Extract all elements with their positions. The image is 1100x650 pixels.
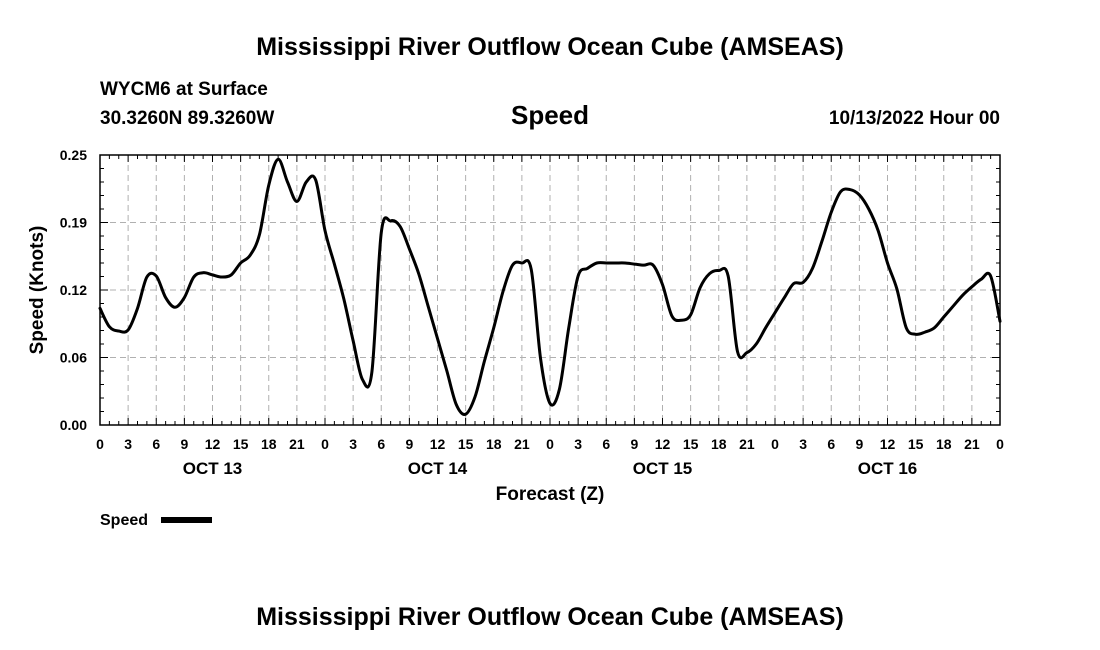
legend-swatch <box>161 517 212 523</box>
date-label: OCT 14 <box>408 459 468 478</box>
x-tick-label: 12 <box>205 436 221 452</box>
x-tick-label: 21 <box>289 436 305 452</box>
date-labels: OCT 13 OCT 14 OCT 15 OCT 16 <box>183 459 918 478</box>
x-tick-label: 3 <box>799 436 807 452</box>
x-tick-labels: 0 3 6 9 12 15 18 21 0 3 6 9 12 15 18 21 0 3 6 9 12 15 18 21 0 3 6 9… <box>96 436 1004 452</box>
x-tick-label: 3 <box>124 436 132 452</box>
x-tick-label: 18 <box>261 436 277 452</box>
plot-frame <box>99 154 1001 426</box>
x-tick-label: 6 <box>377 436 385 452</box>
variable-title: Speed <box>511 100 589 130</box>
x-tick-label: 6 <box>152 436 160 452</box>
x-tick-label: 18 <box>936 436 952 452</box>
x-tick-label: 15 <box>458 436 474 452</box>
x-tick-label: 9 <box>405 436 413 452</box>
coordinates-label: 30.3260N 89.3260W <box>100 108 274 129</box>
x-tick-label: 21 <box>514 436 530 452</box>
x-tick-label: 0 <box>96 436 104 452</box>
x-tick-label: 12 <box>655 436 671 452</box>
x-tick-label: 15 <box>233 436 249 452</box>
x-tick-label: 0 <box>546 436 554 452</box>
y-tick-label: 0.19 <box>60 215 87 231</box>
x-tick-label: 18 <box>486 436 502 452</box>
x-tick-label: 9 <box>855 436 863 452</box>
x-tick-label: 12 <box>880 436 896 452</box>
legend-label: Speed <box>100 512 148 529</box>
x-tick-label: 12 <box>430 436 446 452</box>
x-tick-label: 15 <box>908 436 924 452</box>
x-tick-label: 6 <box>602 436 610 452</box>
series-layer <box>98 157 1002 416</box>
x-tick-label: 9 <box>180 436 188 452</box>
y-axis-label: Speed (Knots) <box>27 226 48 355</box>
y-tick-label: 0.06 <box>60 350 87 366</box>
x-tick-label: 9 <box>630 436 638 452</box>
date-label: OCT 15 <box>633 459 693 478</box>
date-label: OCT 13 <box>183 459 243 478</box>
x-tick-label: 15 <box>683 436 699 452</box>
y-tick-label: 0.12 <box>60 282 87 298</box>
x-tick-label: 3 <box>574 436 582 452</box>
station-label: WYCM6 at Surface <box>100 79 268 100</box>
grid-lines <box>100 155 1000 425</box>
date-label: OCT 16 <box>858 459 918 478</box>
x-tick-label: 3 <box>349 436 357 452</box>
series-line-speed <box>98 157 1002 416</box>
legend: Speed <box>100 512 212 529</box>
datetime-label: 10/13/2022 Hour 00 <box>829 108 1000 129</box>
y-tick-label: 0.25 <box>60 147 87 163</box>
x-tick-label: 18 <box>711 436 727 452</box>
y-tick-label: 0.00 <box>60 417 87 433</box>
title-top: Mississippi River Outflow Ocean Cube (AM… <box>256 33 844 61</box>
x-tick-label: 21 <box>739 436 755 452</box>
title-bottom: Mississippi River Outflow Ocean Cube (AM… <box>256 603 844 631</box>
y-tick-labels: 0.00 0.06 0.12 0.19 0.25 <box>60 147 87 433</box>
x-tick-label: 6 <box>827 436 835 452</box>
x-tick-label: 21 <box>964 436 980 452</box>
x-tick-label: 0 <box>996 436 1004 452</box>
x-axis-label: Forecast (Z) <box>496 484 605 505</box>
x-tick-label: 0 <box>771 436 779 452</box>
x-tick-label: 0 <box>321 436 329 452</box>
